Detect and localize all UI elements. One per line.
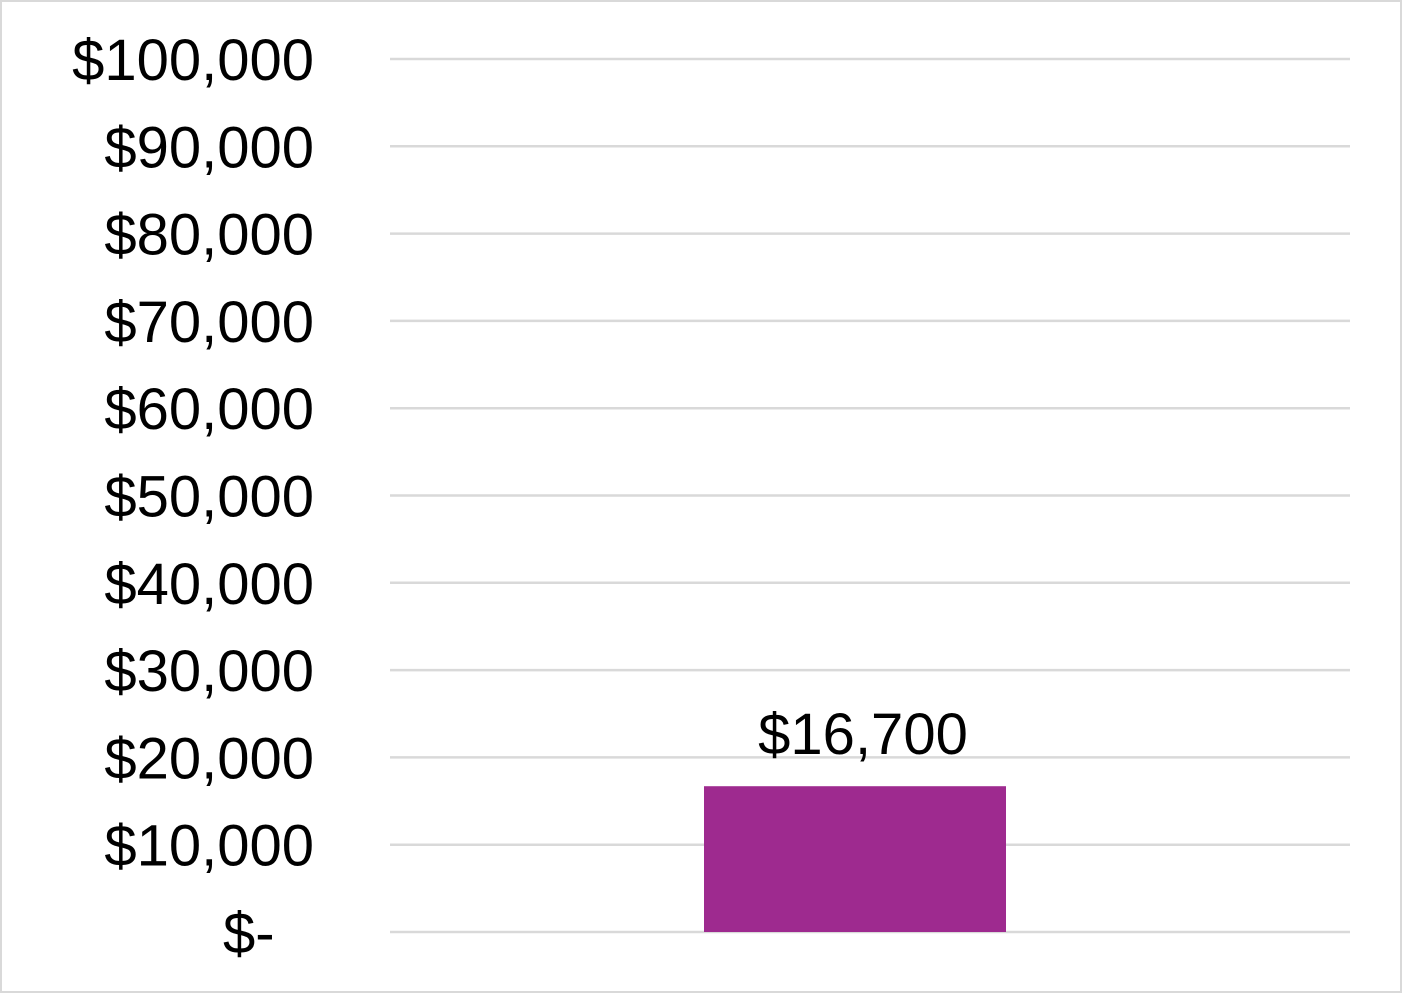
y-tick-label: $30,000 <box>104 639 314 704</box>
y-tick-label: $50,000 <box>104 465 314 530</box>
y-tick-label: $90,000 <box>104 115 314 180</box>
bar <box>704 786 1006 932</box>
bars <box>704 786 1006 932</box>
y-tick-label: $20,000 <box>104 726 314 791</box>
y-tick-label: $70,000 <box>104 290 314 355</box>
bar-data-label: $16,700 <box>758 702 968 767</box>
data-labels: $16,700 <box>758 702 968 767</box>
y-tick-label: $40,000 <box>104 552 314 617</box>
y-tick-label: $80,000 <box>104 203 314 268</box>
gridlines <box>390 57 1350 934</box>
y-tick-label: $60,000 <box>104 377 314 442</box>
y-tick-label: $10,000 <box>104 814 314 879</box>
y-axis-tick-labels: $- $10,000 $20,000 $30,000 $40,000 $50,000 $60… <box>72 28 314 966</box>
y-tick-label: $- <box>223 901 275 966</box>
y-tick-label: $100,000 <box>72 28 314 93</box>
